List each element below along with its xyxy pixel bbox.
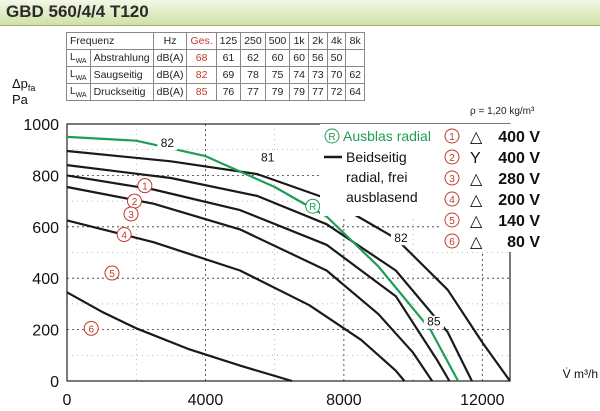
table-header-cell: 125 <box>215 32 242 50</box>
voltage-legend-value: 140 V <box>498 213 540 230</box>
product-title: GBD 560/4/4 T120 <box>6 2 149 21</box>
voltage-legend-symbol: △ <box>470 213 483 230</box>
curve-marker-5-circle <box>104 265 120 281</box>
fan-curve-4 <box>66 185 434 382</box>
title-bar: GBD 560/4/4 T120 <box>0 0 600 26</box>
voltage-legend-marker-circle <box>444 212 460 228</box>
legend-black-label: Beidseitig <box>346 149 407 165</box>
y-tick-label: 800 <box>32 168 59 185</box>
voltage-legend-marker-circle <box>444 149 460 165</box>
legend-green-marker-circle <box>324 128 340 144</box>
curve-marker-3-circle <box>123 206 139 222</box>
legend-black-label: ausblasend <box>346 189 418 205</box>
curve-marker-2: 2 <box>132 197 138 208</box>
curve-marker-3: 3 <box>128 210 134 221</box>
table-header-cell: Ges. <box>186 32 217 50</box>
table-row-label: Abstrahlung <box>89 49 154 67</box>
voltage-legend-value: 80 V <box>507 234 540 251</box>
voltage-legend-marker: 2 <box>449 153 455 164</box>
voltage-legend-marker-circle <box>444 191 460 207</box>
x-tick-label: 8000 <box>326 392 362 409</box>
voltage-legend-symbol: △ <box>470 234 483 251</box>
voltage-legend-symbol: △ <box>470 129 483 146</box>
curve-marker-5: 5 <box>109 269 115 280</box>
table-header-row: Frequenz Hz Ges. 125 250 500 1k 2k 4k 8k <box>66 32 366 50</box>
fan-curve-6 <box>66 291 293 383</box>
y-tick-label: 1000 <box>23 117 59 134</box>
fan-curve-ausblas-radial <box>66 135 460 382</box>
efficiency-label: 82 <box>394 231 408 245</box>
table-row: LWA Druckseitig dB(A) 85 76 77 79 79 77 … <box>66 83 366 101</box>
voltage-legend-marker: 4 <box>449 195 455 206</box>
voltage-legend-background <box>442 124 546 252</box>
voltage-legend-marker: 3 <box>449 174 455 185</box>
x-tick-label: 12000 <box>460 392 505 409</box>
table-cell: 64 <box>345 83 366 101</box>
curve-marker-1-circle <box>137 178 153 194</box>
legend-green-label: Ausblas radial <box>343 128 431 144</box>
legend-black-label: radial, frei <box>346 169 407 185</box>
voltage-legend-symbol: △ <box>470 171 483 188</box>
y-axis-label: Δpfa <box>12 76 35 93</box>
voltage-legend-marker: 6 <box>449 237 455 248</box>
y-tick-label: 400 <box>32 271 59 288</box>
fan-curve-3 <box>66 174 451 382</box>
y-tick-label: 200 <box>32 323 59 340</box>
y-tick-label: 0 <box>50 374 59 391</box>
voltage-legend-marker-circle <box>444 128 460 144</box>
table-cell: 77 <box>307 83 328 101</box>
voltage-legend-symbol: Y <box>470 150 481 167</box>
voltage-legend-value: 200 V <box>498 192 540 209</box>
voltage-legend-value: 400 V <box>498 150 540 167</box>
efficiency-label-bg <box>390 232 411 246</box>
y-axis-unit: Pa <box>12 92 29 107</box>
efficiency-label-bg <box>257 151 278 165</box>
x-tick-label: 0 <box>63 392 72 409</box>
legend-green-marker: R <box>328 132 335 143</box>
air-density-note: ρ = 1,20 kg/m³ <box>470 106 535 117</box>
efficiency-label-bg <box>423 315 444 329</box>
sound-power-table: Frequenz Hz Ges. 125 250 500 1k 2k 4k 8k… <box>66 32 366 101</box>
title-divider <box>0 25 600 26</box>
table-cell: 77 <box>240 83 266 101</box>
curve-marker-4-circle <box>116 227 132 243</box>
voltage-legend-value: 400 V <box>498 129 540 146</box>
efficiency-label-bg <box>157 137 178 151</box>
x-axis-label: V̇ m³/h <box>563 367 598 381</box>
fan-curve-5 <box>66 219 406 382</box>
curve-marker-green-circle <box>305 198 321 214</box>
voltage-legend-marker-circle <box>444 170 460 186</box>
curve-marker-4: 4 <box>121 231 127 242</box>
voltage-legend-symbol: △ <box>470 192 483 209</box>
table-row-label: Druckseitig <box>89 83 154 101</box>
x-tick-label: 4000 <box>188 392 224 409</box>
voltage-legend-marker: 1 <box>449 132 455 143</box>
y-tick-label: 600 <box>32 220 59 237</box>
table-cell: dB(A) <box>152 83 188 101</box>
voltage-legend-marker: 5 <box>449 216 455 227</box>
curve-marker-green: R <box>309 202 316 213</box>
table-header-cell: Frequenz <box>66 32 154 50</box>
voltage-legend-marker-circle <box>444 233 460 249</box>
curve-marker-6: 6 <box>88 324 94 335</box>
fan-curve-1 <box>66 149 511 382</box>
fan-curve-2 <box>66 164 473 382</box>
curve-marker-6-circle <box>83 320 99 336</box>
voltage-legend-value: 280 V <box>498 171 540 188</box>
curve-marker-1: 1 <box>142 182 148 193</box>
efficiency-label: 82 <box>161 136 175 150</box>
table-row-label: Saugseitig <box>89 66 154 84</box>
efficiency-label: 85 <box>427 315 441 329</box>
efficiency-label: 81 <box>261 150 275 164</box>
table-cell-total: 85 <box>186 83 217 101</box>
